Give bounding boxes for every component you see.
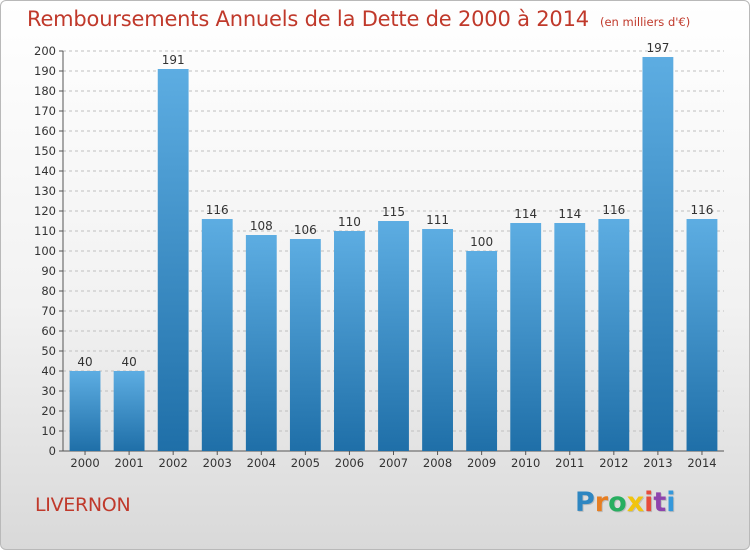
y-tick-label: 190 xyxy=(34,64,56,78)
x-tick-label-2001: 2001 xyxy=(114,456,143,470)
data-label-2005: 106 xyxy=(294,223,317,237)
x-tick-label-2006: 2006 xyxy=(335,456,364,470)
x-tick-label-2005: 2005 xyxy=(291,456,320,470)
y-tick-label: 40 xyxy=(41,364,56,378)
bar-2013 xyxy=(642,57,674,451)
bar-2000 xyxy=(69,371,101,451)
chart-unit: (en milliers d'€) xyxy=(600,15,691,29)
y-tick-label: 30 xyxy=(41,384,56,398)
y-tick-label: 50 xyxy=(41,344,56,358)
data-label-2006: 110 xyxy=(338,215,361,229)
data-label-2000: 40 xyxy=(77,355,92,369)
data-label-2001: 40 xyxy=(121,355,136,369)
logo-letter: r xyxy=(594,487,609,518)
y-tick-label: 150 xyxy=(34,144,56,158)
y-tick-label: 60 xyxy=(41,324,56,338)
bar-2002 xyxy=(157,69,189,451)
chart-title-group: Remboursements Annuels de la Dette de 20… xyxy=(27,7,690,31)
data-label-2002: 191 xyxy=(162,53,185,67)
bar-2014 xyxy=(686,219,718,451)
y-tick-label: 160 xyxy=(34,124,56,138)
bar-2009 xyxy=(466,251,498,451)
bar-2006 xyxy=(334,231,365,451)
data-label-2012: 116 xyxy=(602,203,625,217)
bar-2001 xyxy=(113,371,145,451)
data-label-2011: 114 xyxy=(558,207,581,221)
x-tick-label-2009: 2009 xyxy=(467,456,496,470)
bar-2007 xyxy=(378,221,409,451)
logo-letter: t xyxy=(653,487,667,518)
data-label-2004: 108 xyxy=(250,219,273,233)
x-tick-label-2012: 2012 xyxy=(599,456,628,470)
y-tick-label: 120 xyxy=(34,204,56,218)
x-tick-label-2002: 2002 xyxy=(159,456,188,470)
data-label-2008: 111 xyxy=(426,213,449,227)
x-tick-label-2013: 2013 xyxy=(643,456,672,470)
y-tick-label: 80 xyxy=(41,284,56,298)
bar-2005 xyxy=(289,239,321,451)
logo-letter: i xyxy=(666,487,676,518)
x-tick-label-2007: 2007 xyxy=(379,456,408,470)
y-tick-label: 10 xyxy=(41,424,56,438)
data-label-2009: 100 xyxy=(470,235,493,249)
y-tick-label: 110 xyxy=(34,224,56,238)
logo-letter: i xyxy=(644,487,654,518)
x-tick-label-2010: 2010 xyxy=(511,456,540,470)
proxiti-logo[interactable]: Proxiti xyxy=(575,487,676,518)
y-tick-label: 130 xyxy=(34,184,56,198)
logo-letter: x xyxy=(626,487,645,518)
y-tick-label: 20 xyxy=(41,404,56,418)
data-label-2007: 115 xyxy=(382,205,405,219)
chart-title: Remboursements Annuels de la Dette de 20… xyxy=(27,7,589,31)
data-label-2010: 114 xyxy=(514,207,537,221)
y-tick-label: 140 xyxy=(34,164,56,178)
y-tick-label: 100 xyxy=(34,244,56,258)
bar-2004 xyxy=(245,235,277,451)
data-label-2003: 116 xyxy=(206,203,229,217)
y-tick-label: 200 xyxy=(34,44,56,58)
x-tick-label-2014: 2014 xyxy=(687,456,716,470)
bars xyxy=(69,57,718,451)
y-tick-label: 0 xyxy=(49,444,56,458)
bar-2011 xyxy=(554,223,586,451)
x-tick-label-2004: 2004 xyxy=(247,456,276,470)
data-label-2013: 197 xyxy=(646,41,669,55)
y-tick-label: 170 xyxy=(34,104,56,118)
commune-name: LIVERNON xyxy=(35,494,131,516)
x-tick-label-2000: 2000 xyxy=(70,456,99,470)
bar-2008 xyxy=(422,229,453,451)
bar-2010 xyxy=(510,223,542,451)
logo-letter: o xyxy=(608,487,627,518)
data-label-2014: 116 xyxy=(691,203,714,217)
x-tick-label-2008: 2008 xyxy=(423,456,452,470)
y-tick-label: 180 xyxy=(34,84,56,98)
data-labels: 40 40 191 116 108 106 110 115 111 100 114 114 116 197… xyxy=(77,41,713,369)
x-tick-label-2003: 2003 xyxy=(203,456,232,470)
bar-2003 xyxy=(201,219,233,451)
x-tick-label-2011: 2011 xyxy=(555,456,584,470)
y-tick-label: 90 xyxy=(41,264,56,278)
bar-2012 xyxy=(598,219,630,451)
logo-letter: P xyxy=(575,487,595,518)
y-tick-label: 70 xyxy=(41,304,56,318)
